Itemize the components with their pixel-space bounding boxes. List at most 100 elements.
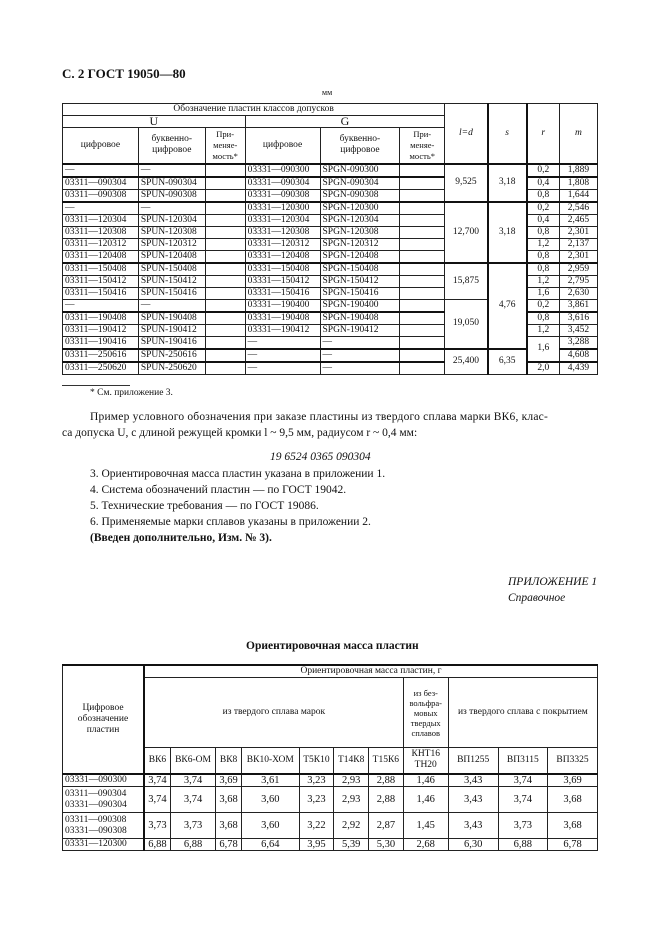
mass-value: 3,74: [169, 773, 217, 787]
col-s: s: [487, 103, 528, 164]
cell: [204, 225, 246, 239]
cell: SPUN-120304: [137, 213, 206, 227]
cell: [399, 348, 446, 362]
cell: [399, 188, 446, 202]
cell: [399, 274, 446, 288]
footnote: * См. приложение 3.: [90, 388, 173, 398]
plate-code: 03311—090304 03331—090304: [62, 786, 145, 813]
cell: SPGN-150408: [319, 262, 401, 276]
cell: [399, 237, 446, 251]
example-line-2: са допуска U, с длиной режущей кромки l …: [62, 427, 418, 439]
mass-value: 1,45: [402, 812, 449, 839]
m-value: 3,452: [558, 323, 599, 337]
col-r: r: [526, 103, 560, 164]
m-value: 1,808: [558, 176, 599, 190]
table-row: 03311—190408 SPUN-190408 03331—190408 SPGN-…: [62, 311, 599, 325]
mass-value: 2,88: [368, 773, 404, 787]
table-row: 03331—090300 3,74 3,74 3,69 3,61 3,23 2,93 2,88…: [62, 773, 598, 787]
table-row: 03311—120308 SPUN-120308 03331—120308 SPGN-…: [62, 225, 599, 239]
cell: 03311—090308: [62, 188, 139, 202]
cell: [204, 323, 246, 337]
ld-value: 15,875: [444, 262, 489, 300]
cell: SPUN-090304: [137, 176, 206, 190]
m-value: 3,288: [558, 335, 599, 349]
mass-value: 3,74: [497, 773, 549, 787]
cell: 03331—150416: [244, 286, 321, 300]
table-row: 03311—120312 SPUN-120312 03331—120312 SPGN-…: [62, 237, 599, 251]
cell: SPUN-120312: [137, 237, 206, 251]
table-row: 03331—120300 6,88 6,88 6,78 6,64 3,95 5,39 5,30…: [62, 838, 598, 851]
cell: [204, 176, 246, 190]
m-value: 2,630: [558, 286, 599, 300]
cell: SPGN-190412: [319, 323, 401, 337]
r-value: 1,2: [526, 274, 560, 288]
mass-value: 3,68: [215, 812, 243, 839]
table-row: 03311—090304 03331—090304 3,74 3,74 3,68 3,6…: [62, 786, 598, 813]
r-value: 0,8: [526, 188, 560, 202]
r-value: 1,2: [526, 323, 560, 337]
mass-table: Цифровое обозначение пластин Ориентирово…: [62, 664, 599, 851]
subheader-4: буквенно-цифровое: [319, 127, 401, 164]
cell: [399, 163, 446, 177]
amendment: (Введен дополнительно, Изм. № 3).: [90, 532, 272, 544]
cell: SPGN-120308: [319, 225, 401, 239]
cell: 03331—190400: [244, 298, 321, 312]
mass-value: 2,92: [333, 812, 370, 839]
s-value: 4,76: [487, 262, 528, 349]
cell: SPUN-150408: [137, 262, 206, 276]
mass-value: 3,73: [143, 812, 171, 839]
cell: 03311—250620: [62, 361, 139, 375]
mass-value: 3,68: [215, 786, 243, 813]
mass-value: 5,39: [333, 838, 370, 851]
table-row: 03311—090308 SPUN-090308 03331—090308 SPGN-…: [62, 188, 599, 202]
mass-value: 3,73: [497, 812, 549, 839]
table-row: 03311—120304 SPUN-120304 03331—120304 SPGN-…: [62, 213, 599, 227]
mass-value: 3,73: [169, 812, 217, 839]
cell: [399, 335, 446, 349]
mass-value: 3,69: [547, 773, 598, 787]
ld-value: 12,700: [444, 201, 489, 263]
subheader-3: цифровое: [244, 127, 321, 164]
m-value: 2,301: [558, 225, 599, 239]
cell: [399, 262, 446, 276]
s-value: 3,18: [487, 201, 528, 263]
cell: —: [62, 163, 139, 177]
ld-value: 19,050: [444, 298, 489, 349]
example-code: 19 6524 0365 090304: [270, 451, 371, 463]
cell: 03331—150412: [244, 274, 321, 288]
mass-value: 5,30: [368, 838, 404, 851]
cell: SPUN-120308: [137, 225, 206, 239]
cell: [204, 249, 246, 263]
cell: [399, 286, 446, 300]
cell: —: [137, 298, 206, 312]
r-value: 0,4: [526, 176, 560, 190]
cell: SPUN-250620: [137, 361, 206, 375]
cell: [399, 323, 446, 337]
r-value: 2,0: [526, 361, 560, 375]
cell: —: [319, 348, 401, 362]
cell: [204, 335, 246, 349]
r-value: 0,2: [526, 163, 560, 177]
cell: [399, 361, 446, 375]
cell: —: [137, 163, 206, 177]
cell: SPUN-190412: [137, 323, 206, 337]
mass-value: 3,74: [143, 773, 171, 787]
cell: SPGN-150412: [319, 274, 401, 288]
subheader-5: При-меняе-мость*: [399, 127, 446, 164]
appendix-label: ПРИЛОЖЕНИЕ 1: [508, 576, 598, 588]
plate-code: 03311—090308 03331—090308: [62, 812, 145, 839]
mass-value: 6,78: [547, 838, 598, 851]
appendix-type: Справочное: [508, 592, 566, 604]
cell: 03311—190408: [62, 311, 139, 325]
r-value: 0,4: [526, 213, 560, 227]
cell: —: [244, 335, 321, 349]
appendix-title: Ориентировочная масса пластин: [246, 640, 419, 652]
r-value: 0,8: [526, 249, 560, 263]
mass-value: 3,60: [241, 812, 300, 839]
cell: 03331—120312: [244, 237, 321, 251]
cell: 03311—150412: [62, 274, 139, 288]
cell: [204, 286, 246, 300]
cell: [399, 249, 446, 263]
r-value: 1,2: [526, 237, 560, 251]
